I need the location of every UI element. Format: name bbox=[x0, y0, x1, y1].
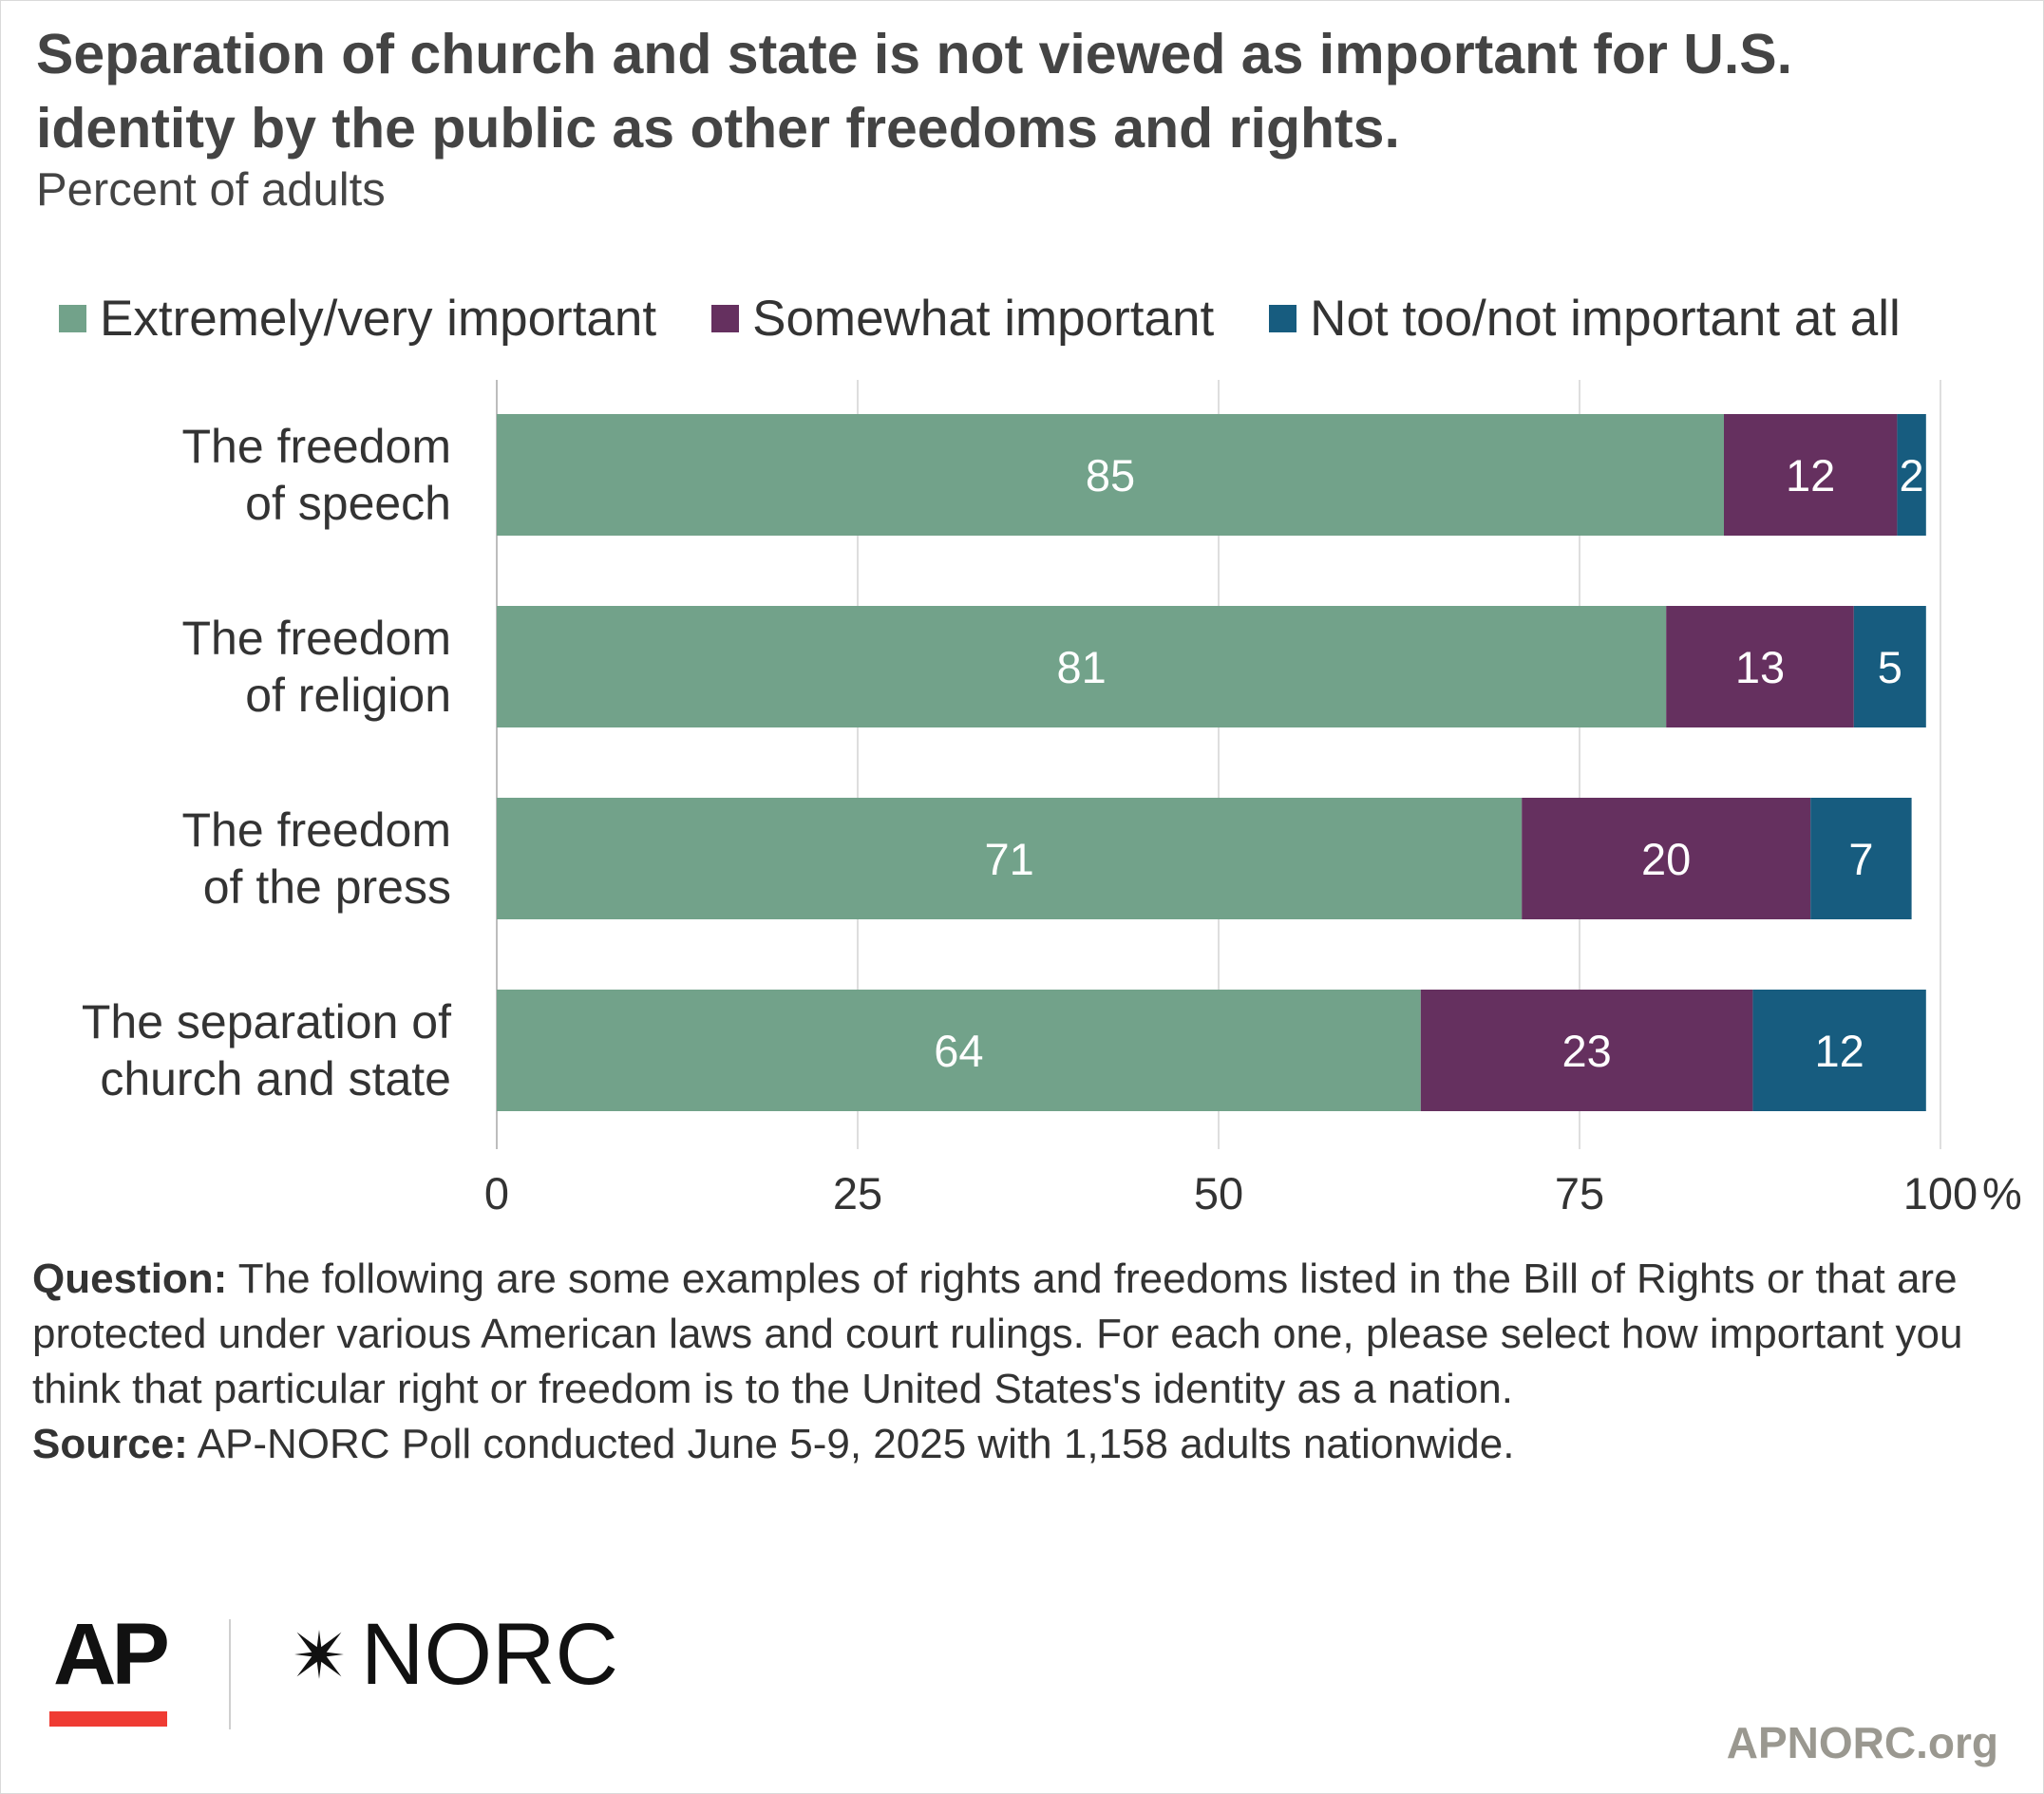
bar-segment bbox=[1853, 606, 1926, 727]
bar-segment bbox=[1724, 414, 1898, 536]
bar-segment bbox=[1666, 606, 1854, 727]
bar-value-label: 23 bbox=[1561, 1026, 1611, 1076]
category-label: of the press bbox=[203, 860, 451, 914]
source-text: AP-NORC Poll conducted June 5-9, 2025 wi… bbox=[187, 1421, 1515, 1467]
ap-logo-bar bbox=[49, 1711, 167, 1727]
legend-item-somewhat: Somewhat important bbox=[711, 290, 1214, 348]
bar-value-label: 71 bbox=[984, 834, 1033, 884]
x-axis-unit: % bbox=[1982, 1168, 2022, 1216]
category-label: of religion bbox=[245, 669, 451, 722]
legend: Extremely/very important Somewhat import… bbox=[59, 285, 1901, 351]
legend-swatch-extremely-very bbox=[59, 304, 86, 332]
bar-segment bbox=[497, 414, 1724, 536]
bar-segment bbox=[1810, 798, 1912, 919]
bar-value-label: 64 bbox=[934, 1026, 983, 1076]
legend-label-not-too: Not too/not important at all bbox=[1310, 290, 1901, 347]
bar-value-label: 7 bbox=[1848, 834, 1873, 884]
bar-segment bbox=[1420, 990, 1753, 1111]
legend-item-not-too: Not too/not important at all bbox=[1269, 290, 1901, 348]
bar-value-label: 20 bbox=[1641, 834, 1691, 884]
site-url: APNORC.org bbox=[1726, 1718, 1998, 1767]
source-note: Source: AP-NORC Poll conducted June 5-9,… bbox=[32, 1417, 2008, 1472]
legend-swatch-not-too bbox=[1269, 304, 1297, 332]
question-label: Question: bbox=[32, 1256, 228, 1302]
legend-label-somewhat: Somewhat important bbox=[752, 290, 1215, 347]
bar-value-label: 12 bbox=[1786, 450, 1835, 500]
bar-value-label: 5 bbox=[1878, 642, 1902, 692]
question-text: The following are some examples of right… bbox=[32, 1256, 1963, 1412]
source-label: Source: bbox=[32, 1421, 188, 1467]
bar-value-label: 81 bbox=[1056, 642, 1106, 692]
chart-title: Separation of church and state is not vi… bbox=[36, 23, 1792, 160]
legend-label-extremely-very: Extremely/very important bbox=[100, 290, 657, 347]
bar-segment bbox=[497, 798, 1523, 919]
bar-value-label: 12 bbox=[1814, 1026, 1864, 1076]
bar-value-label: 85 bbox=[1086, 450, 1135, 500]
norc-star-icon bbox=[294, 1630, 344, 1679]
bar-segment bbox=[1897, 414, 1926, 536]
category-label: of speech bbox=[245, 477, 451, 530]
ap-logo: AP bbox=[53, 1606, 170, 1703]
bar-value-label: 13 bbox=[1735, 642, 1785, 692]
bar-segment bbox=[497, 606, 1667, 727]
bar-segment bbox=[497, 990, 1421, 1111]
norc-logo-text: NORC bbox=[361, 1606, 618, 1703]
legend-item-extremely-very: Extremely/very important bbox=[59, 290, 656, 348]
norc-logo: NORC bbox=[285, 1607, 618, 1702]
category-label: The freedom bbox=[182, 612, 451, 665]
legend-swatch-somewhat bbox=[711, 304, 740, 332]
chart-notes: Question: The following are some example… bbox=[32, 1252, 2008, 1472]
bar-segment bbox=[1752, 990, 1926, 1111]
category-label: The separation of bbox=[82, 995, 451, 1048]
category-label: The freedom bbox=[182, 803, 451, 857]
bar-segment bbox=[1522, 798, 1811, 919]
bar-value-label: 2 bbox=[1900, 450, 1924, 500]
x-tick-label-100: 100 bbox=[1903, 1168, 1978, 1216]
x-tick-label-25: 25 bbox=[833, 1168, 882, 1216]
question-note: Question: The following are some example… bbox=[32, 1252, 2008, 1417]
chart-subtitle: Percent of adults bbox=[36, 164, 386, 216]
x-tick-label-50: 50 bbox=[1194, 1168, 1243, 1216]
x-tick-label-75: 75 bbox=[1555, 1168, 1604, 1216]
x-tick-label-0: 0 bbox=[484, 1168, 509, 1216]
category-label: The freedom bbox=[182, 420, 451, 473]
logo-divider bbox=[229, 1619, 231, 1729]
category-label: church and state bbox=[100, 1052, 451, 1105]
